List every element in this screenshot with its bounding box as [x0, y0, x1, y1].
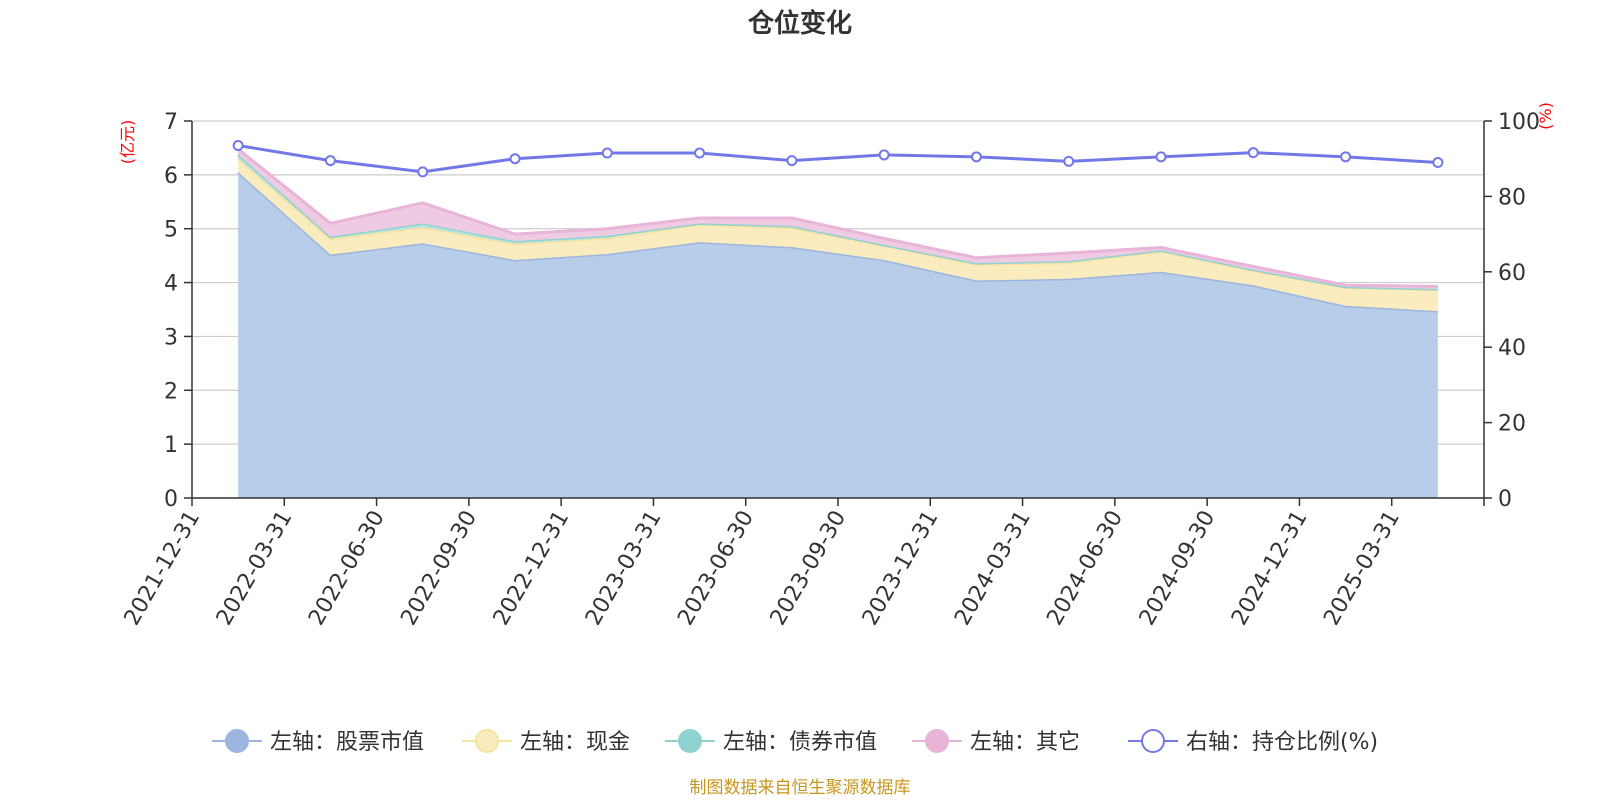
right-axis-unit: (%) — [1536, 102, 1555, 130]
x-tick-label: 2023-09-30 — [766, 507, 852, 630]
left-tick-label: 1 — [164, 433, 178, 458]
ratio-point — [1063, 155, 1075, 167]
right-tick-label: 100 — [1498, 110, 1540, 135]
legend-item: 右轴：持仓比例(%) — [1128, 729, 1378, 755]
area-fill-1 — [238, 172, 1438, 498]
legend-marker — [925, 729, 949, 753]
x-tick-label: 2022-03-31 — [212, 507, 298, 630]
legend-item: 左轴：现金 — [462, 729, 630, 755]
x-tick-label: 2022-09-30 — [396, 507, 482, 630]
x-tick-label: 2022-06-30 — [304, 507, 390, 630]
x-tick-label: 2024-12-31 — [1227, 507, 1313, 630]
legend-label: 左轴：其它 — [970, 730, 1080, 755]
ratio-point — [1155, 151, 1167, 163]
area-edge-4 — [237, 147, 1438, 288]
legend-label: 右轴：持仓比例(%) — [1186, 730, 1378, 755]
x-tick-label: 2024-09-30 — [1135, 507, 1221, 630]
x-tick-label: 2024-03-31 — [950, 507, 1036, 630]
left-tick-label: 4 — [164, 272, 178, 297]
x-tick-label: 2022-12-31 — [489, 507, 575, 630]
left-axis-unit: (亿元) — [118, 120, 137, 165]
ratio-point — [509, 153, 521, 165]
ratio-point — [324, 155, 336, 167]
x-tick-label: 2023-03-31 — [581, 507, 667, 630]
legend-item: 左轴：债券市值 — [665, 729, 877, 755]
left-tick-label: 7 — [164, 110, 178, 135]
area-series-group — [237, 147, 1438, 498]
legend-marker — [1141, 729, 1165, 753]
ratio-point — [786, 155, 798, 167]
ratio-point — [1340, 151, 1352, 163]
ratio-point — [232, 140, 244, 152]
legend-label: 左轴：股票市值 — [270, 730, 424, 755]
ratio-point — [694, 147, 706, 159]
x-tick-label: 2023-06-30 — [673, 507, 759, 630]
legend-label: 左轴：债券市值 — [723, 730, 877, 755]
left-tick-label: 2 — [164, 379, 178, 404]
left-tick-label: 5 — [164, 218, 178, 243]
legend: 左轴：股票市值 左轴：现金 左轴：债券市值 左轴：其它 右轴：持仓比例(%) — [212, 729, 1378, 755]
left-tick-label: 0 — [164, 487, 178, 512]
ratio-line-group — [232, 140, 1444, 178]
legend-item: 左轴：股票市值 — [212, 729, 424, 755]
x-tick-label: 2024-06-30 — [1042, 507, 1128, 630]
legend-marker — [678, 729, 702, 753]
left-tick-label: 3 — [164, 325, 178, 350]
data-source-note: 制图数据来自恒生聚源数据库 — [690, 778, 911, 798]
ratio-point — [417, 166, 429, 178]
x-tick-label: 2023-12-31 — [858, 507, 944, 630]
legend-marker — [475, 729, 499, 753]
right-tick-label: 0 — [1498, 487, 1512, 512]
ratio-point — [1247, 147, 1259, 159]
legend-label: 左轴：现金 — [520, 730, 630, 755]
ratio-point — [1432, 156, 1444, 168]
x-tick-label: 2021-12-31 — [120, 507, 206, 630]
x-tick-label: 2025-03-31 — [1319, 507, 1405, 630]
chart-title: 仓位变化 — [747, 8, 852, 39]
right-tick-label: 60 — [1498, 261, 1526, 286]
area-fill-2 — [238, 158, 1438, 312]
ratio-point — [878, 149, 890, 161]
ratio-point — [970, 151, 982, 163]
ratio-point — [601, 147, 613, 159]
legend-marker — [225, 729, 249, 753]
left-tick-label: 6 — [164, 164, 178, 189]
ratio-line — [237, 144, 1438, 174]
right-tick-label: 20 — [1498, 412, 1526, 437]
right-tick-label: 40 — [1498, 336, 1526, 361]
right-tick-label: 80 — [1498, 185, 1526, 210]
legend-item: 左轴：其它 — [912, 729, 1080, 755]
